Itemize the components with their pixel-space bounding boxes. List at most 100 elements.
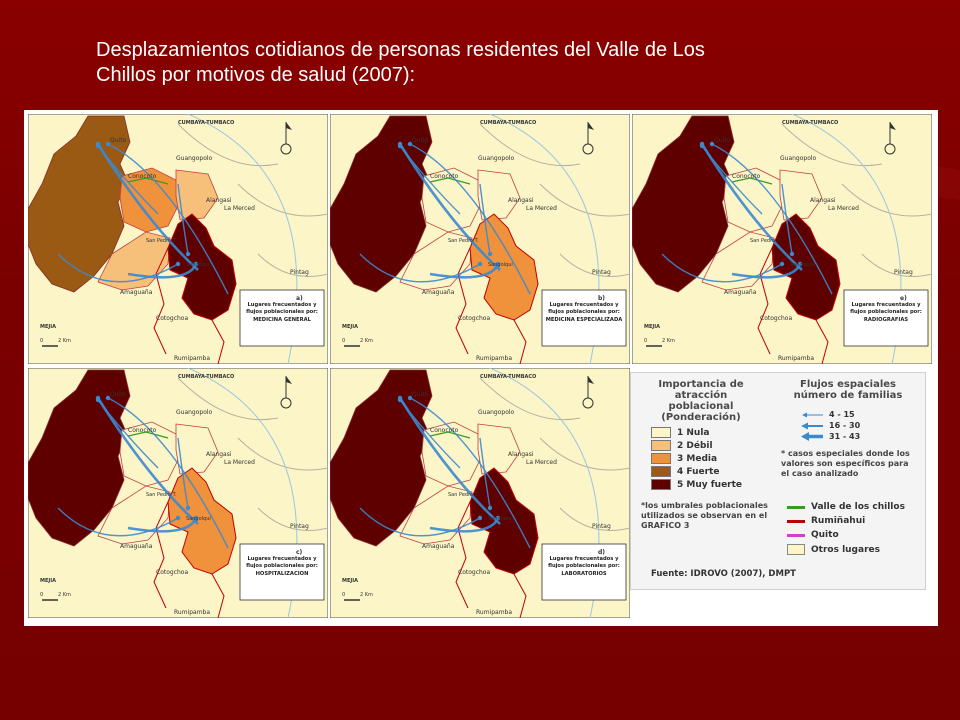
label-conocoto: Conocoto (430, 173, 459, 180)
panel-letter: d) (598, 549, 605, 556)
swatch-media (651, 453, 671, 464)
flow-arrowhead (779, 261, 785, 267)
flow-arrow (398, 397, 501, 525)
map-panel-e: CUMBAYA-TUMBACO Quito Guangopolo Conocoto Al… (632, 114, 932, 364)
alangasi-region (175, 169, 219, 221)
flow-arrow (701, 145, 763, 215)
label-rumipamba: Rumipamba (476, 609, 512, 616)
panel-caption-box (843, 289, 929, 347)
label-sangolqui: Sangolqui (790, 262, 815, 268)
slide-title-line-1: Desplazamientos cotidianos de personas r… (96, 39, 705, 61)
scale-zero-label: 0 (40, 592, 43, 598)
magenta-line-icon (787, 533, 805, 537)
panel-caption: Lugares frecuentados y flujos poblaciona… (850, 302, 922, 315)
label-rumipamba: Rumipamba (476, 355, 512, 362)
panel-service: MEDICINA GENERAL (253, 317, 311, 323)
label-pintag: Pintag (894, 269, 913, 276)
label-alangasi: Alangasi (810, 197, 836, 204)
flow-arrow (398, 143, 501, 271)
label-conocoto: Conocoto (430, 427, 459, 434)
label-mejia: MEJIA (40, 324, 56, 330)
conocoto-region (119, 421, 179, 487)
flow-label: 4 - 15 (829, 410, 855, 419)
panel-letter: b) (598, 295, 605, 302)
label-quito: Quito (714, 137, 731, 144)
label-la-merced: La Merced (224, 459, 255, 466)
label-conocoto: Conocoto (732, 173, 761, 180)
flow-arrow-thick-icon (801, 432, 823, 441)
label-conocoto: Conocoto (128, 173, 157, 180)
flow-item-2: 16 - 30 (801, 421, 860, 430)
flow-arrow (409, 397, 531, 549)
label-pintag: Pintag (290, 523, 309, 530)
north-arrow-head (890, 122, 896, 130)
parish-boundaries (479, 123, 630, 277)
ruminahui-boundary (757, 247, 829, 364)
boundary-label: Quito (811, 530, 839, 540)
flow-arrowhead (397, 143, 403, 149)
flow-arrow (127, 517, 198, 533)
map-svg: CUMBAYA-TUMBACO Quito Guangopolo Conocoto Al… (28, 114, 328, 364)
swatch-debil (651, 440, 671, 451)
label-rumipamba: Rumipamba (174, 609, 210, 616)
swatch-fuerte (651, 466, 671, 477)
scale-km-label: 2 Km (360, 338, 373, 344)
label-cumbaya: CUMBAYA-TUMBACO (782, 120, 838, 126)
flow-arrowhead (95, 143, 101, 149)
alangasi-region (175, 423, 219, 475)
sangolqui-region (771, 213, 841, 321)
flow-arrow (479, 183, 491, 255)
importance-label: 3 Media (677, 453, 718, 464)
label-san-pedro: San Pedro T. (146, 238, 177, 244)
flow-arrowhead (495, 261, 501, 267)
parish-boundaries (177, 123, 328, 277)
scale-zero-label: 0 (40, 338, 43, 344)
map-panel-a: CUMBAYA-TUMBACO Quito Guangopolo Conocoto Al… (28, 114, 328, 364)
panel-service: HOSPITALIZACION (255, 571, 309, 577)
sangolqui-region (167, 213, 237, 321)
flow-arrow (97, 399, 159, 469)
flow-arrow (661, 253, 783, 283)
panel-caption-box (541, 289, 627, 347)
flow-arrowhead (105, 395, 111, 401)
flow-arrow (399, 145, 461, 215)
boundary-item-valle: Valle de los chillos (787, 502, 905, 512)
label-mejia: MEJIA (40, 578, 56, 584)
flow-arrowhead (797, 261, 803, 267)
panel-caption-box (239, 289, 325, 347)
boundary-label: Rumiñahui (811, 516, 866, 526)
importance-label: 4 Fuerte (677, 466, 720, 477)
label-rumipamba: Rumipamba (174, 355, 210, 362)
flow-arrow (107, 143, 229, 295)
flow-arrow (57, 507, 179, 537)
label-cotogchoa: Cotogchoa (156, 569, 188, 576)
flow-arrow (96, 143, 199, 271)
valley-boundary (127, 177, 169, 185)
label-san-pedro: San Pedro T. (448, 492, 479, 498)
panel-service: MEDICINA ESPECIALIZADA (545, 317, 623, 323)
label-alangasi: Alangasi (206, 451, 232, 458)
label-amaguana: Amaguaña (422, 289, 455, 296)
label-san-pedro: San Pedro T. (448, 238, 479, 244)
label-la-merced: La Merced (526, 205, 557, 212)
scale-km-label: 2 Km (58, 592, 71, 598)
map-panel-b: CUMBAYA-TUMBACO Quito Guangopolo Conocoto Al… (330, 114, 630, 364)
conocoto-region (421, 421, 481, 487)
north-arrow-circle (280, 397, 292, 409)
panel-caption-text: Lugares frecuentados y flujos poblaciona… (850, 302, 922, 323)
flow-arrowhead (185, 251, 191, 257)
importance-label: 1 Nula (677, 427, 710, 438)
scale-zero-label: 0 (342, 592, 345, 598)
label-quito: Quito (412, 391, 429, 398)
label-alangasi: Alangasi (508, 451, 534, 458)
valley-boundary (429, 177, 471, 185)
sangolqui-region (469, 467, 539, 575)
flow-arrowhead (407, 141, 413, 147)
label-amaguana: Amaguaña (120, 543, 153, 550)
map-svg: CUMBAYA-TUMBACO Quito Guangopolo Conocoto Al… (330, 368, 630, 618)
flow-label: 31 - 43 (829, 432, 861, 441)
legend-source: Fuente: IDROVO (2007), DMPT (651, 569, 796, 579)
threshold-note: *los umbrales poblacionales utilizados s… (641, 501, 768, 530)
flow-arrow (700, 143, 803, 271)
panel-service: RADIOGRAFIAS (863, 317, 909, 323)
